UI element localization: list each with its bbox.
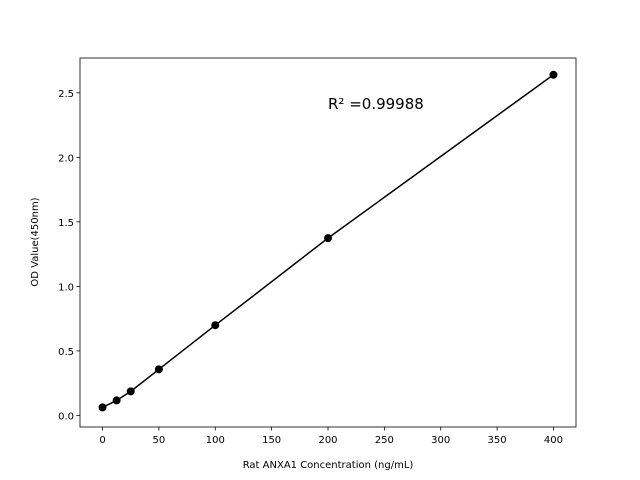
y-tick-label: 0.0 <box>58 411 74 422</box>
y-tick-label: 0.5 <box>58 347 74 358</box>
x-tick-label: 200 <box>318 435 337 446</box>
y-tick-label: 1.5 <box>58 218 74 229</box>
point <box>154 365 163 374</box>
x-axis-label: Rat ANXA1 Concentration (ng/mL) <box>243 460 414 471</box>
x-tick-label: 400 <box>544 435 563 446</box>
x-tick-label: 50 <box>153 435 166 446</box>
point <box>126 387 135 396</box>
point <box>324 234 332 243</box>
point <box>112 396 121 405</box>
y-axis-label: OD Value(450nm) <box>30 197 41 286</box>
x-tick-label: 0 <box>99 435 105 446</box>
point <box>211 321 220 330</box>
x-tick-label: 250 <box>375 435 394 446</box>
x-tick-label: 300 <box>431 435 450 446</box>
point <box>98 403 107 412</box>
x-tick-label: 150 <box>262 435 281 446</box>
x-tick-label: 350 <box>488 435 507 446</box>
y-tick-label: 2.5 <box>58 89 74 100</box>
plot-frame <box>79 57 577 428</box>
annotation: R² =0.99988 <box>328 95 424 113</box>
y-tick-label: 2.0 <box>58 153 74 164</box>
point <box>549 70 558 79</box>
x-tick-label: 100 <box>206 435 225 446</box>
y-tick-label: 1.0 <box>58 282 74 293</box>
